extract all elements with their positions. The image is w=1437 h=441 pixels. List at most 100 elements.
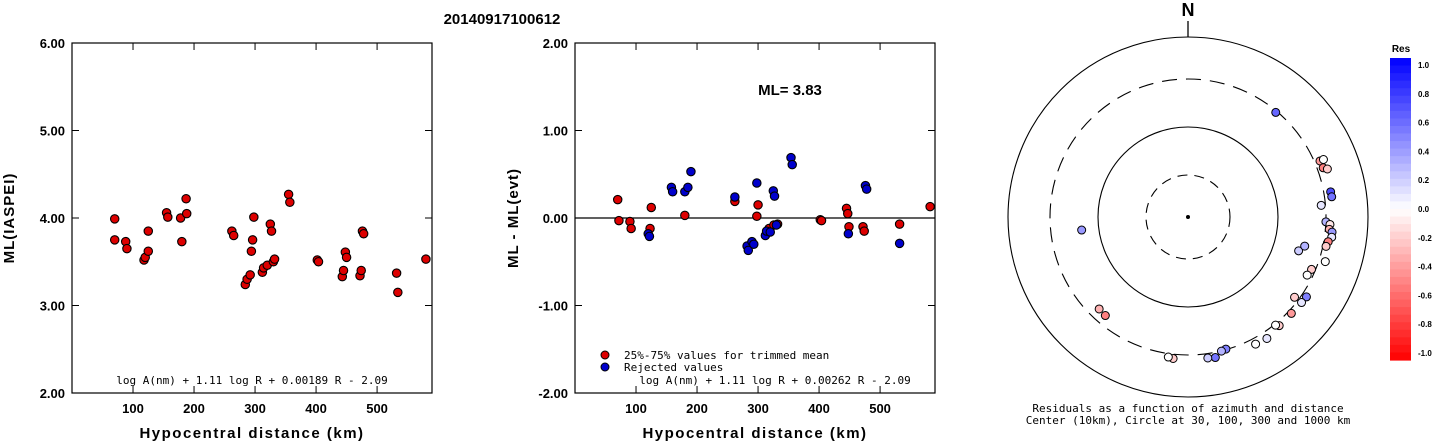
colorbar-segment	[1390, 133, 1411, 142]
residual-y-tick-label: -2.00	[538, 386, 568, 401]
station-residual-point	[1316, 200, 1326, 210]
rejected-point	[667, 187, 678, 197]
magnitude-point	[356, 265, 366, 276]
colorbar-title: Res	[1392, 44, 1411, 55]
colorbar-segment	[1390, 269, 1411, 278]
magnitude-point	[163, 212, 173, 222]
residual-x-axis-label: Hypocentral distance (km)	[642, 425, 867, 441]
station-residual-point	[1271, 107, 1281, 117]
magnitude-point	[266, 226, 277, 236]
trimmed-point	[925, 201, 935, 212]
trimmed-point	[859, 226, 869, 236]
colorbar-tick-label: -0.6	[1418, 291, 1432, 300]
colorbar-segment	[1390, 110, 1411, 119]
north-label: N	[1182, 0, 1195, 20]
colorbar-tick-label: -1.0	[1418, 349, 1432, 358]
magnitude-point	[122, 243, 132, 254]
residual-x-tick-label: 500	[869, 401, 891, 416]
station-residual-point	[1262, 333, 1272, 343]
residual-points	[612, 152, 935, 256]
trimmed-point	[614, 215, 624, 226]
station-residual-point	[1251, 339, 1261, 349]
colorbar-segment	[1390, 80, 1411, 89]
magnitude-point	[143, 246, 154, 257]
magnitude-point	[269, 254, 280, 264]
station-residual-point	[1301, 292, 1311, 302]
magnitude-point	[143, 226, 154, 236]
magnitude-point	[313, 256, 324, 267]
station-residual-point	[1290, 292, 1300, 302]
magnitude-x-tick-label: 400	[305, 401, 327, 416]
trimmed-point	[680, 210, 690, 221]
magnitude-x-tick-label: 500	[366, 401, 388, 416]
colorbar-segment	[1390, 201, 1411, 210]
magnitude-points	[109, 189, 431, 298]
ml-annotation: ML= 3.83	[758, 82, 822, 99]
magnitude-point	[109, 214, 120, 224]
magnitude-y-tick-label: 4.00	[40, 211, 65, 226]
colorbar-segment	[1390, 239, 1411, 248]
station-residual-point	[1100, 311, 1110, 321]
trimmed-point	[816, 215, 827, 226]
azimuth-panel: N Residuals as a function of azimuth and…	[1007, 0, 1369, 427]
magnitude-point	[181, 194, 191, 204]
legend-marker-rejected	[600, 362, 610, 372]
station-residual-point	[1286, 308, 1296, 318]
station-residual-point	[1294, 246, 1304, 256]
colorbar-tick-label: 0.0	[1418, 205, 1430, 214]
legend-label-rejected: Rejected values	[624, 361, 723, 374]
station-residual-point	[1077, 225, 1087, 235]
station-residual-point	[1322, 164, 1332, 174]
magnitude-y-tick-label: 5.00	[40, 124, 65, 139]
magnitude-point	[246, 246, 257, 257]
rejected-point	[771, 220, 782, 230]
trimmed-point	[612, 194, 623, 205]
residual-formula: log A(nm) + 1.11 log R + 0.00262 R - 2.0…	[639, 374, 911, 387]
trimmed-point	[752, 211, 762, 222]
magnitude-y-axis-label: ML(IASPEI)	[1, 173, 18, 264]
station-residual-point	[1300, 241, 1310, 251]
colorbar-segment	[1390, 118, 1411, 127]
station-residual-point	[1318, 155, 1328, 165]
station-residual-point	[1302, 270, 1312, 280]
ring-100km	[1097, 126, 1279, 308]
colorbar-segment	[1390, 95, 1411, 104]
colorbar-segment	[1390, 88, 1411, 97]
colorbar-segment	[1390, 292, 1411, 301]
residual-y-axis-label: ML - ML(evt)	[505, 168, 522, 268]
colorbar-segment	[1390, 209, 1411, 218]
colorbar-segment	[1390, 254, 1411, 263]
station-residual-point	[1210, 353, 1220, 363]
magnitude-y-tick-label: 2.00	[40, 386, 65, 401]
colorbar-tick-label: 1.0	[1418, 61, 1430, 70]
rejected-point	[730, 192, 740, 202]
rejected-point	[787, 159, 797, 170]
magnitude-point	[109, 235, 120, 245]
rejected-point	[749, 239, 759, 250]
colorbar-segment	[1390, 231, 1411, 240]
colorbar-segment	[1390, 224, 1411, 233]
station-residual-point	[1203, 353, 1213, 363]
residual-x-tick-label: 300	[747, 401, 769, 416]
colorbar-segment	[1390, 156, 1411, 165]
colorbar-segment	[1390, 299, 1411, 308]
colorbar-tick-label: -0.2	[1418, 234, 1432, 243]
residual-panel: 100 200 300 400 500 -2.00 -1.00 0.00 1.00 2.00 ML…	[505, 36, 936, 441]
colorbar-segment	[1390, 284, 1411, 293]
azimuth-points	[1077, 107, 1337, 363]
colorbar-tick-label: 0.4	[1418, 147, 1430, 156]
magnitude-point	[181, 208, 192, 219]
station-residual-point	[1163, 352, 1173, 362]
colorbar-segment	[1390, 73, 1411, 82]
rejected-point	[765, 227, 776, 237]
azimuth-caption-line2: Center (10km), Circle at 30, 100, 300 an…	[1026, 414, 1351, 427]
colorbar-segment	[1390, 163, 1411, 172]
colorbar-segment	[1390, 171, 1411, 180]
magnitude-x-tick-label: 200	[183, 401, 205, 416]
colorbar-segment	[1390, 337, 1411, 346]
residual-axes: 100 200 300 400 500 -2.00 -1.00 0.00 1.00 2.00	[538, 36, 935, 416]
ring-30km	[1145, 174, 1231, 260]
colorbar-segment	[1390, 103, 1411, 112]
colorbar-segment	[1390, 125, 1411, 135]
